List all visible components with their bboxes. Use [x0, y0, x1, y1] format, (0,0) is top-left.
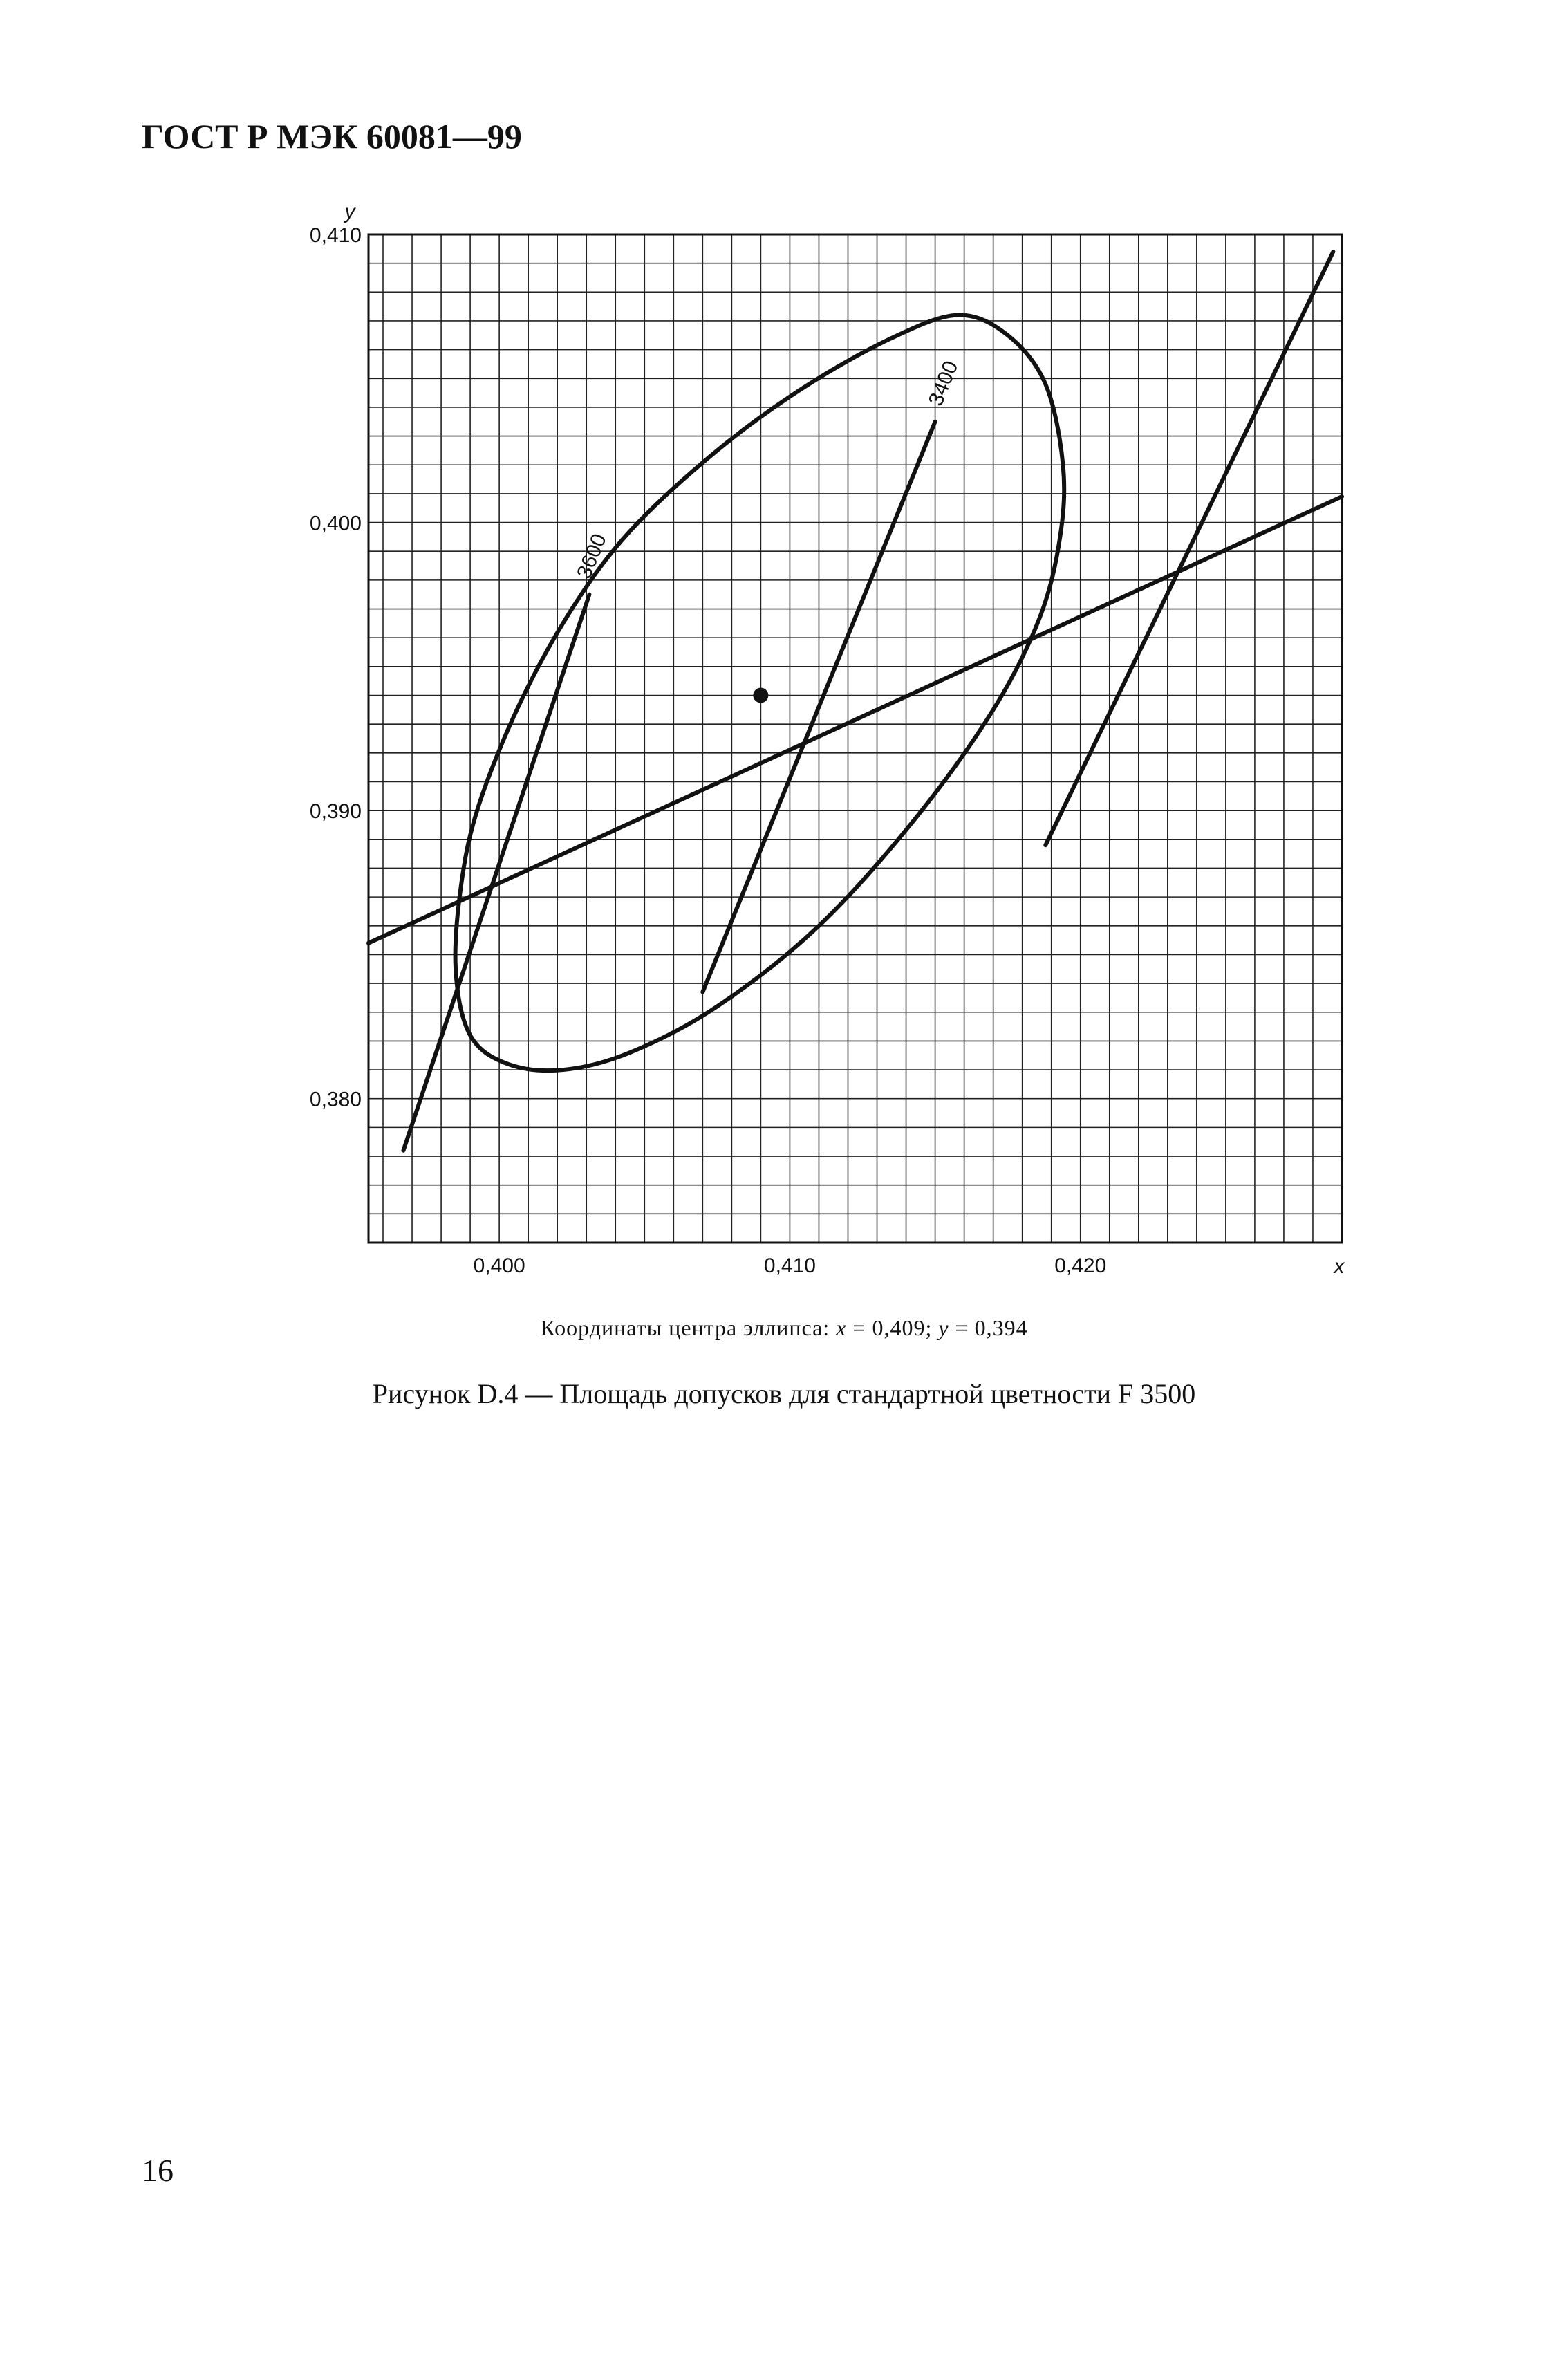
coords-label: Координаты центра эллипса:: [540, 1315, 830, 1340]
x-variable: x: [836, 1315, 847, 1340]
tolerance-ellipse: [453, 313, 1067, 1073]
x-tick-label: 0,410: [764, 1254, 816, 1277]
x-tick-label: 0,400: [474, 1254, 525, 1277]
chart-line: [700, 419, 937, 994]
y-tick-label: 0,410: [310, 224, 362, 247]
x-tick-label: 0,420: [1054, 1254, 1106, 1277]
y-tick-label: 0,400: [310, 512, 362, 535]
ellipse-center-point: [753, 687, 769, 703]
y-tick-labels: 0,410 0,400 0,390 0,380: [310, 224, 362, 1111]
center-coordinates-caption: Координаты центра эллипса: x = 0,409; y …: [0, 1315, 1568, 1341]
plot-frame: [367, 233, 1343, 1244]
y-tick-label: 0,380: [310, 1088, 362, 1111]
chromaticity-chart: 0,400 0,410 0,420 0,410 0,400 0,390 0,380 y x…: [310, 201, 1345, 1278]
document-header: ГОСТ Р МЭК 60081—99: [142, 117, 522, 156]
x-tick-labels: 0,400 0,410 0,420: [474, 1254, 1107, 1277]
chart-line: [401, 592, 592, 1153]
chart-line: [1043, 249, 1336, 848]
y-tick-label: 0,390: [310, 800, 362, 823]
x-axis-label: x: [1333, 1255, 1345, 1278]
page-number: 16: [142, 2153, 174, 2188]
y-axis-label: y: [344, 201, 357, 223]
y-value: = 0,394: [955, 1315, 1028, 1340]
figure-caption: Рисунок D.4 — Площадь допусков для станд…: [372, 1378, 1196, 1409]
x-value: = 0,409;: [852, 1315, 933, 1340]
chart-marks: 3600 3400: [366, 249, 1344, 1153]
y-variable: y: [938, 1315, 949, 1340]
isotherm-label: 3400: [924, 358, 963, 409]
chart-grid: [368, 234, 1343, 1243]
isotherm-label: 3600: [572, 530, 611, 582]
